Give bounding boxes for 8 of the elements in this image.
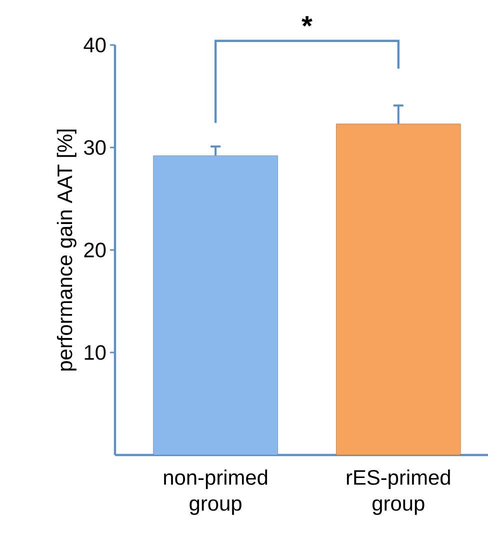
text: * [302, 16, 312, 27]
y-tick-label: 10 [84, 345, 106, 360]
y-tick-label: 30 [84, 140, 106, 155]
y-tick-label: 20 [84, 242, 106, 258]
y-axis-title: performance gain AAT [%] [56, 130, 76, 371]
x-tick-label: rES-primed group [346, 470, 450, 515]
y-tick-label: 40 [84, 38, 106, 52]
x-tick-label: non-primed group [164, 470, 268, 515]
